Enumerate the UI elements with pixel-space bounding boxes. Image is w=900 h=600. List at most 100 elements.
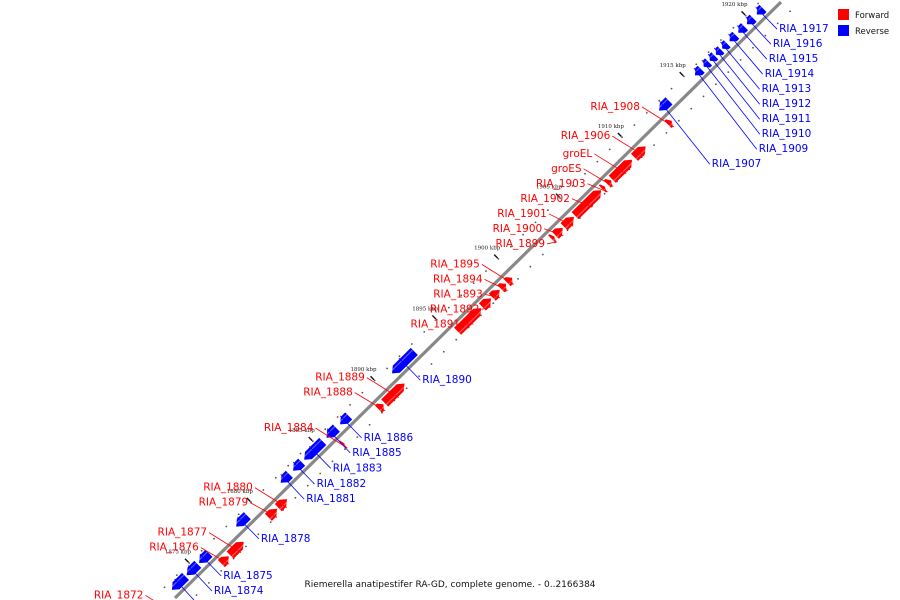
- gene-label: RIA_1910: [762, 128, 812, 140]
- minor-tick: [732, 26, 735, 29]
- gene-label: RIA_1891: [411, 318, 461, 330]
- minor-tick: [356, 436, 359, 438]
- gene-highlight: [502, 284, 508, 291]
- label-leader: [250, 502, 278, 518]
- label-leader: [481, 264, 515, 285]
- label-leader: [544, 228, 564, 237]
- minor-tick: [294, 496, 297, 499]
- label-leader: [145, 594, 154, 600]
- label-leader: [587, 183, 608, 193]
- minor-tick: [188, 562, 191, 564]
- minor-tick: [175, 574, 178, 576]
- gene-highlight: [613, 160, 634, 182]
- minor-tick: [677, 119, 680, 122]
- gene-arrow: [293, 458, 306, 471]
- gene-arrow: [488, 289, 500, 301]
- gene-highlight: [552, 237, 557, 241]
- major-tick: [246, 497, 251, 502]
- minor-tick: [455, 338, 458, 341]
- gene-label: RIA_1882: [317, 478, 367, 490]
- minor-tick: [658, 99, 661, 102]
- minor-tick: [670, 87, 673, 90]
- minor-tick: [349, 404, 351, 406]
- gene-label: RIA_1877: [158, 527, 208, 539]
- gene-label: RIA_1889: [315, 372, 365, 384]
- minor-tick: [584, 172, 586, 175]
- gene-arrow: [199, 549, 213, 564]
- minor-tick: [492, 302, 495, 305]
- gene-arrow: [729, 31, 740, 42]
- label-leader: [720, 41, 760, 90]
- gene-label: RIA_1886: [364, 432, 414, 444]
- minor-tick: [603, 192, 606, 195]
- minor-tick: [319, 472, 322, 475]
- minor-tick: [633, 124, 636, 126]
- label-leader: [354, 392, 386, 412]
- legend-swatch-reverse: [838, 25, 849, 36]
- minor-tick: [608, 148, 611, 151]
- label-leader: [571, 198, 593, 208]
- major-tick: [679, 71, 684, 77]
- minor-tick: [398, 355, 401, 358]
- minor-tick: [472, 282, 475, 285]
- gene-label: RIA_1875: [223, 570, 273, 582]
- minor-tick: [448, 306, 450, 309]
- minor-tick: [405, 387, 408, 390]
- minor-tick: [522, 233, 524, 236]
- gene-label: RIA_1899: [495, 238, 545, 250]
- tick-label: 1905 kbp: [536, 185, 563, 191]
- minor-tick: [306, 484, 309, 487]
- gene-label: RIA_1903: [536, 178, 586, 190]
- gene-arrow: [703, 58, 713, 68]
- gene-label: RIA_1913: [762, 83, 812, 95]
- major-tick: [555, 193, 561, 198]
- label-leader: [339, 415, 362, 439]
- gene-arrow: [746, 14, 757, 25]
- tick-label: 1890 kbp: [350, 367, 377, 373]
- major-tick: [308, 436, 313, 442]
- label-leader: [612, 135, 645, 157]
- genome-caption: Riemerella anatipestifer RA-GD, complete…: [304, 580, 595, 590]
- gene-label: RIA_1916: [773, 38, 823, 50]
- minor-tick: [727, 71, 730, 73]
- minor-tick: [695, 63, 698, 66]
- tick-label: 1880 kbp: [227, 489, 254, 495]
- minor-tick: [163, 586, 166, 589]
- gene-label: groEL: [563, 148, 593, 160]
- minor-tick: [529, 265, 532, 268]
- tick-label: 1915 kbp: [660, 63, 687, 69]
- label-leader: [254, 487, 288, 508]
- gene-highlight: [508, 278, 515, 285]
- label-leader: [280, 474, 305, 500]
- tick-label: 1885 kbp: [289, 428, 316, 434]
- minor-tick: [559, 197, 562, 200]
- label-leader: [713, 47, 761, 105]
- gene-arrow: [608, 159, 632, 183]
- gene-labels: RIA_1908 RIA_1906 groEL groES RIA_1903 RIA_19…: [94, 6, 829, 600]
- minor-tick: [707, 51, 710, 53]
- label-leader: [546, 241, 558, 245]
- genome-axis: 1875 kbp 1880 kbp 1885 kbp 1890 kbp 1895 kbp…: [163, 0, 791, 600]
- label-leader: [641, 106, 675, 128]
- genome-axis-line: [173, 0, 783, 600]
- label-leader: [200, 547, 230, 565]
- gene-highlight: [379, 405, 386, 412]
- gene-arrow: [326, 424, 340, 438]
- gene-label: RIA_1908: [590, 101, 640, 113]
- label-leader: [745, 16, 772, 45]
- gene-label: RIA_1885: [352, 447, 402, 459]
- minor-tick: [237, 513, 240, 516]
- gene-label: RIA_1884: [264, 422, 314, 434]
- gene-label: RIA_1914: [765, 68, 815, 80]
- minor-tick: [621, 136, 623, 139]
- gene-arrow: [236, 512, 251, 527]
- minor-tick: [764, 34, 767, 37]
- gene-label: RIA_1893: [433, 288, 483, 300]
- tick-label: 1895 kbp: [412, 306, 439, 312]
- gene-label: RIA_1890: [422, 374, 472, 386]
- minor-tick: [200, 549, 203, 552]
- minor-tick: [702, 95, 705, 98]
- minor-tick: [269, 521, 272, 523]
- minor-tick: [213, 537, 215, 540]
